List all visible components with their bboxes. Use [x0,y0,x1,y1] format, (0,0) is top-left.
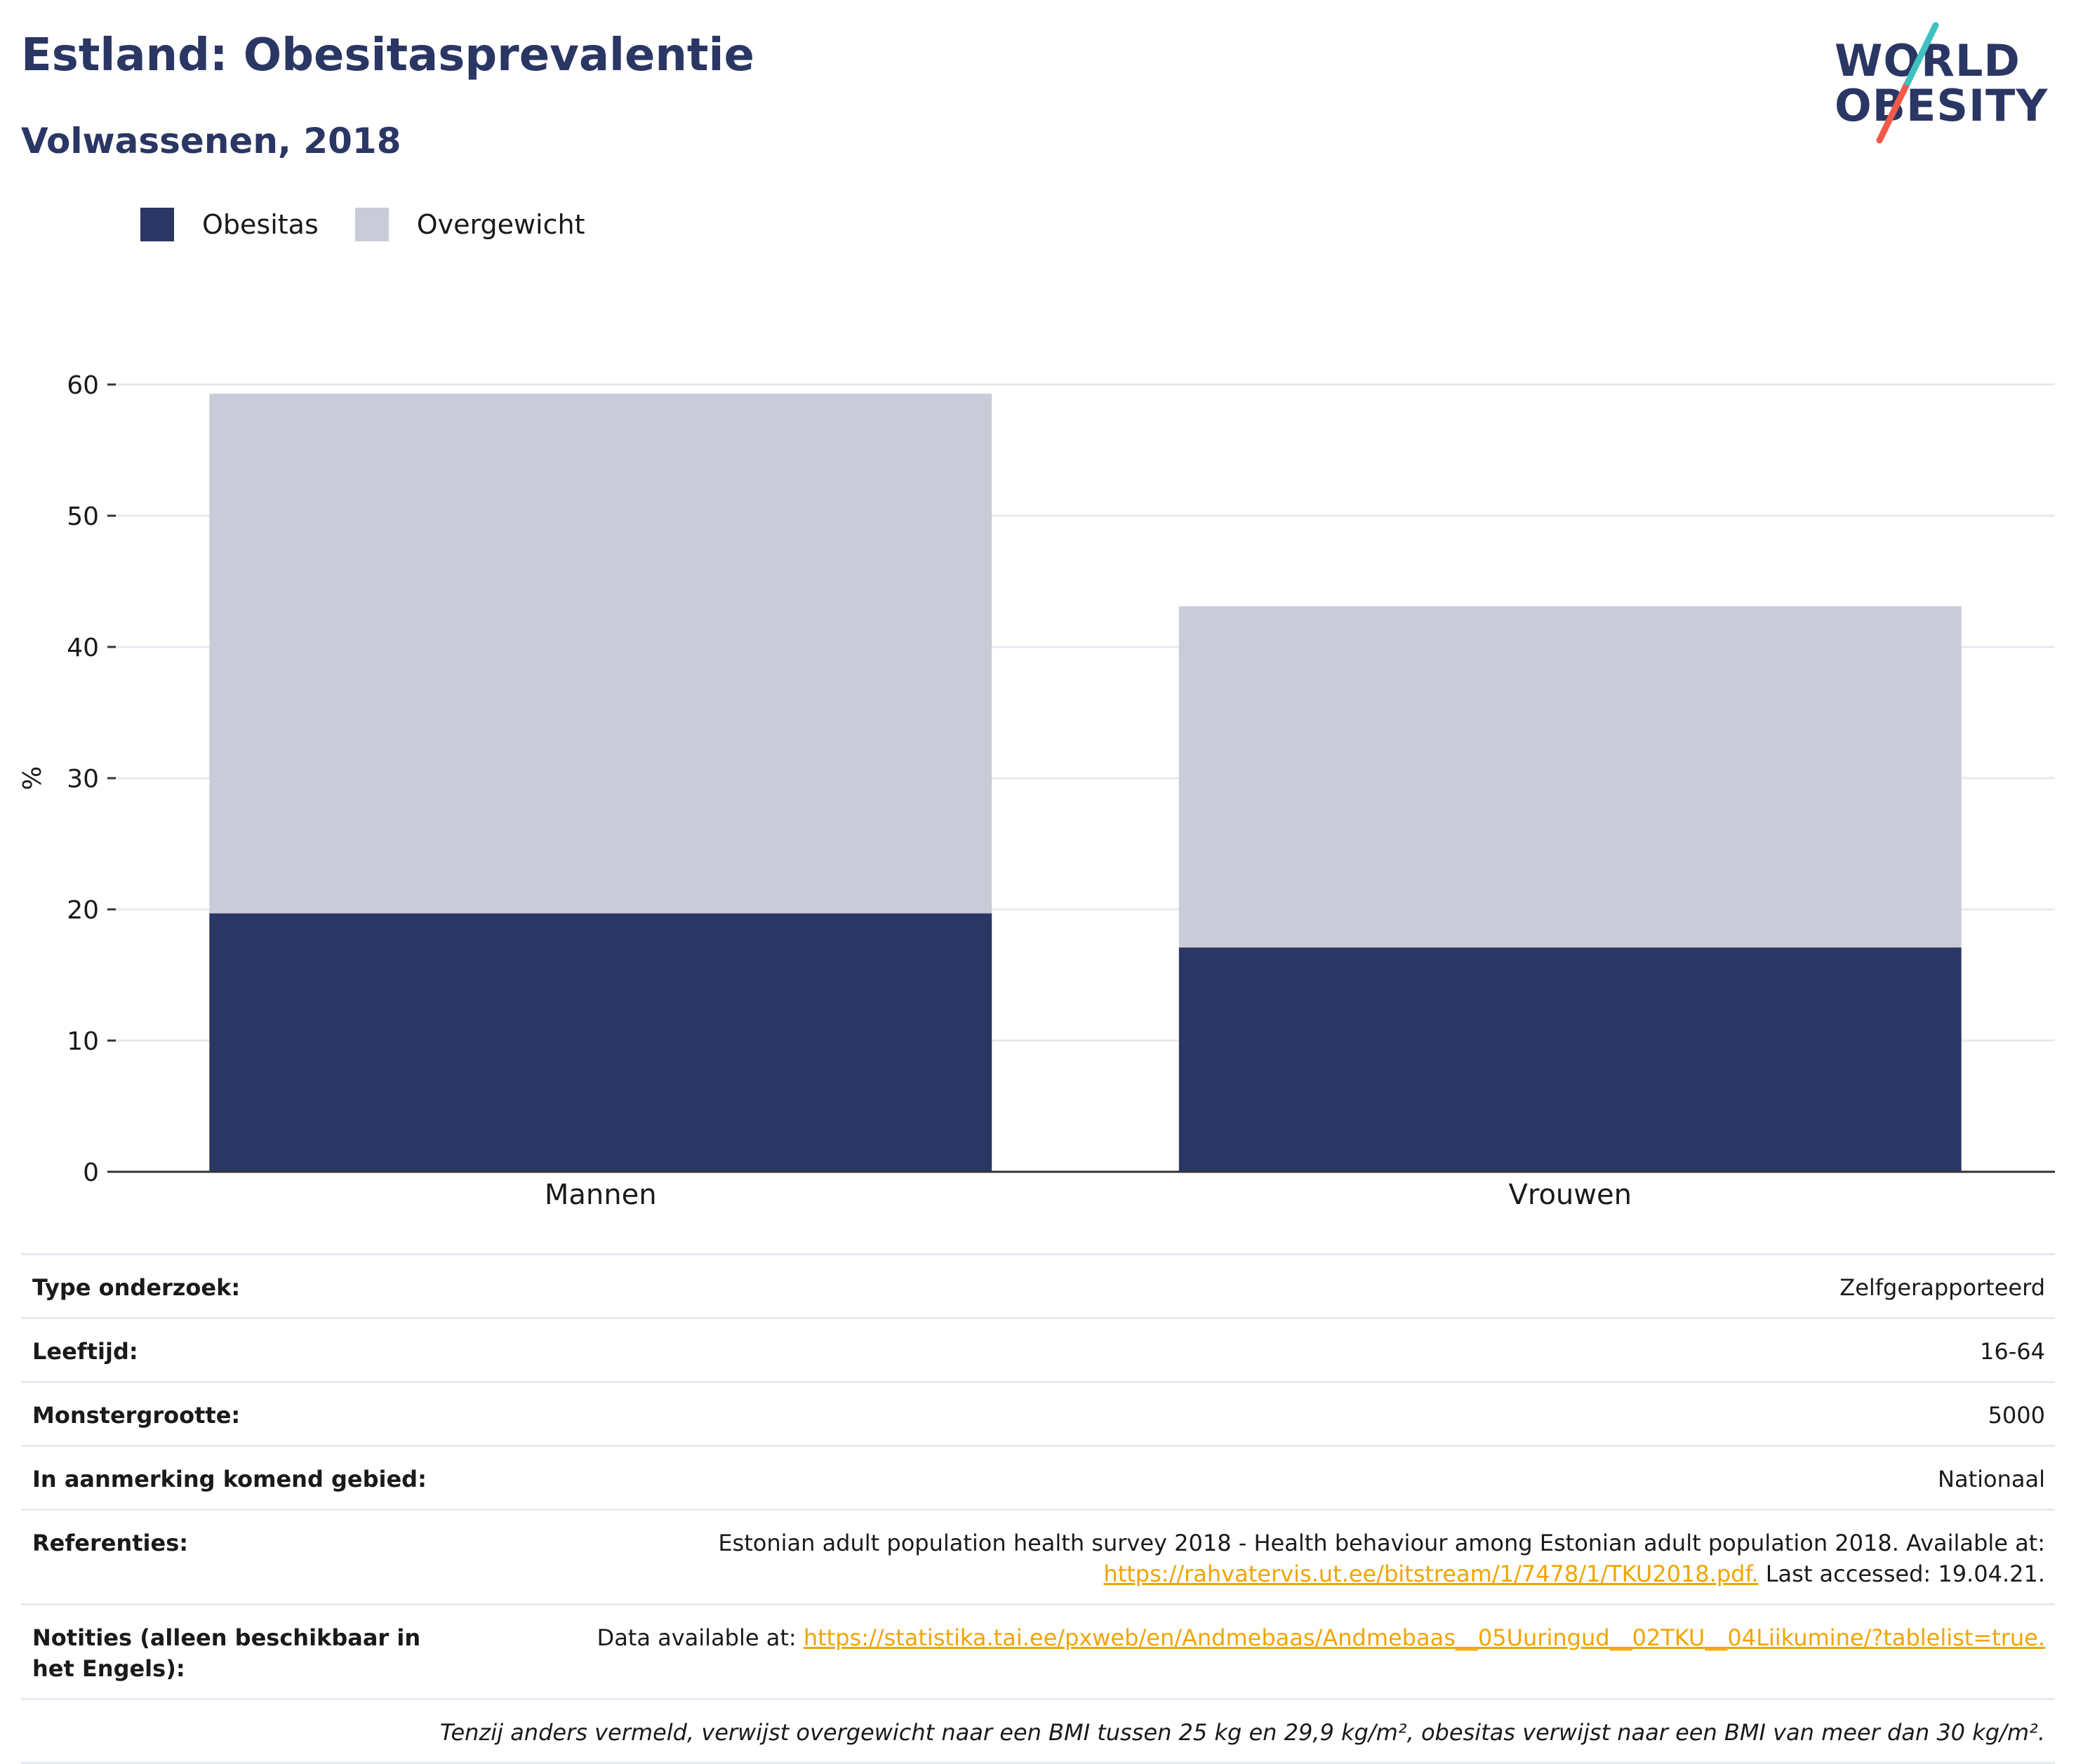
info-value: 16-64 [1980,1338,2045,1365]
x-category-label: Vrouwen [1509,1179,1632,1211]
x-axis-categories: Mannen Vrouwen [545,1179,1632,1211]
info-value: Data available at: https://statistika.ta… [597,1622,2045,1653]
info-key: Referenties: [32,1530,189,1556]
legend-swatch [354,208,389,241]
y-tick-label: 20 [67,896,99,925]
bar-obesitas-vrouwen [1178,947,1962,1172]
page-title: Estland: Obesitasprevalentie [21,29,754,81]
legend-swatch [140,208,174,241]
x-category-label: Mannen [545,1179,657,1211]
info-value: Zelfgerapporteerd [1839,1274,2045,1301]
reference-accessed: Last accessed: 19.04.21. [1758,1561,2045,1587]
stacked-bar-chart: 0 10 20 30 40 50 60 Mannen Vrouwen % [18,371,2055,1211]
info-key: Leeftijd: [32,1338,138,1365]
y-axis-ticks: 0 10 20 30 40 50 60 [67,371,2055,1187]
info-key: Notities (alleen beschikbaar in het Enge… [32,1624,421,1682]
footnote: Tenzij anders vermeld, verwijst overgewi… [439,1719,2045,1746]
info-row-sample-size: Monstergrootte: 5000 [21,1381,2055,1445]
world-obesity-logo: WORLD OBESITY [1825,20,2056,153]
logo-slash-icon [1876,22,1939,144]
legend-item-obesitas: Obesitas [140,208,319,241]
info-row-survey-type: Type onderzoek: Zelfgerapporteerd [21,1253,2055,1317]
reference-link[interactable]: https://rahvatervis.ut.ee/bitstream/1/74… [1103,1561,1759,1587]
info-key: In aanmerking komend gebied: [32,1466,427,1492]
notes-link[interactable]: https://statistika.tai.ee/pxweb/en/Andme… [803,1624,2045,1651]
y-tick-label: 0 [83,1158,99,1187]
notes-text: Data available at: [597,1624,804,1651]
info-value: 5000 [1988,1402,2045,1429]
y-tick-label: 40 [67,634,99,662]
bar-overgewicht-mannen [209,394,992,914]
info-row-age: Leeftijd: 16-64 [21,1317,2055,1381]
info-row-notes: Notities (alleen beschikbaar in het Enge… [21,1603,2055,1698]
logo-line-2: OBESITY [1835,80,2049,131]
info-row-footnote: Tenzij anders vermeld, verwijst overgewi… [21,1698,2055,1764]
bar-overgewicht-vrouwen [1178,606,1962,948]
info-row-area: In aanmerking komend gebied: Nationaal [21,1445,2055,1509]
info-value: Estonian adult population health survey … [718,1528,2045,1589]
legend-label: Obesitas [202,209,319,240]
y-tick-label: 60 [67,371,99,400]
info-key: Type onderzoek: [32,1274,241,1301]
survey-info-table: Type onderzoek: Zelfgerapporteerd Leefti… [21,1253,2055,1764]
info-key: Monstergrootte: [32,1402,241,1429]
reference-text: Estonian adult population health survey … [718,1530,2045,1556]
y-tick-label: 30 [67,765,99,794]
info-value: Nationaal [1938,1466,2045,1492]
y-tick-label: 50 [67,502,99,531]
y-tick-label: 10 [67,1027,99,1056]
legend-item-overgewicht: Overgewicht [354,208,585,241]
page-subtitle: Volwassenen, 2018 [21,121,401,161]
chart-bars [209,394,1962,1172]
legend-label: Overgewicht [416,209,585,240]
chart-legend: Obesitas Overgewicht [140,208,622,241]
info-row-references: Referenties: Estonian adult population h… [21,1509,2055,1603]
bar-obesitas-mannen [209,913,992,1172]
y-axis-label: % [18,766,47,790]
